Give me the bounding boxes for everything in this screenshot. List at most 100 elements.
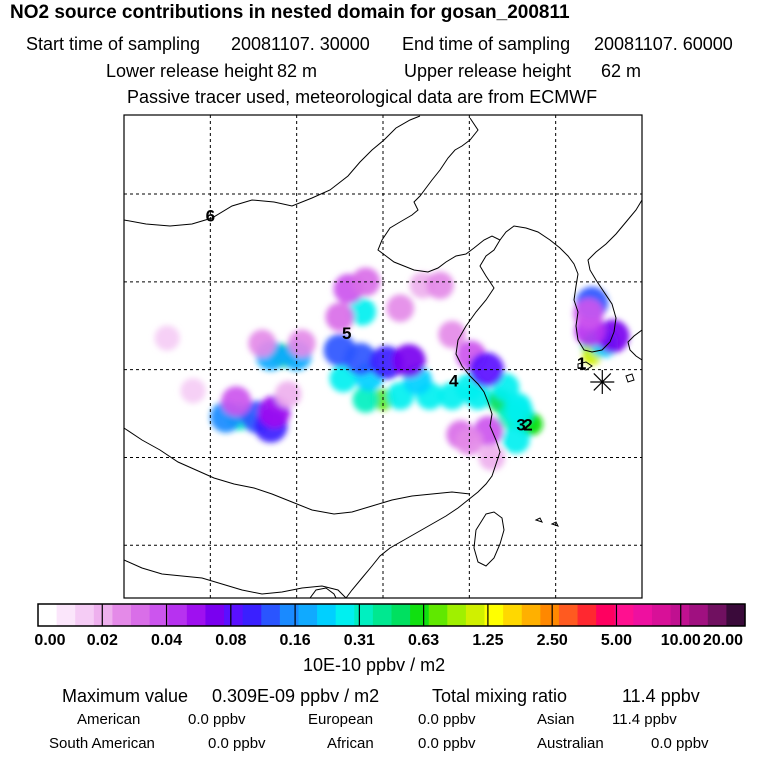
colorbar-swatch-4 — [112, 604, 132, 626]
lower-height-value: 82 m — [277, 61, 318, 81]
total-mixing-value: 11.4 ppbv — [622, 686, 700, 706]
coastline-taiwan — [473, 511, 505, 567]
colorbar-swatch-22 — [447, 604, 467, 626]
start-time-label: Start time of sampling — [26, 34, 201, 54]
boundary-north — [124, 115, 421, 227]
coastline-china-east — [345, 117, 501, 598]
colorbar-swatch-5 — [131, 604, 151, 626]
colorbar-swatch-24 — [484, 604, 504, 626]
source-marker-1: 1 — [577, 354, 586, 373]
boundary-south — [124, 559, 347, 598]
colorbar-tick-label-0: 0.00 — [34, 632, 66, 649]
colorbar-swatch-15 — [317, 604, 337, 626]
colorbar-frame — [37, 603, 746, 627]
region-australian-value: 0.0 ppbv — [651, 735, 709, 752]
source-marker-2: 2 — [523, 415, 532, 434]
source-marker-4: 4 — [449, 371, 459, 390]
map-frame — [123, 114, 643, 599]
plume-cell-47 — [274, 381, 302, 408]
colorbar-swatch-12 — [261, 604, 281, 626]
plume-cell-14 — [505, 398, 534, 426]
coastline-japan-west — [627, 329, 642, 361]
plume-cell-15 — [502, 426, 530, 454]
colorbar-swatch-3 — [93, 604, 114, 626]
total-mixing-label: Total mixing ratio — [432, 686, 568, 706]
end-time-value: 20081107. 60000 — [594, 34, 733, 54]
upper-height-label: Upper release height — [404, 61, 572, 81]
graticule — [124, 115, 642, 598]
region-african-name: African — [327, 735, 374, 752]
region-american-value: 0.0 ppbv — [188, 711, 246, 728]
colorbar-tick-label-6: 0.63 — [408, 632, 440, 649]
plume-cell-19 — [344, 342, 377, 376]
start-time-value: 20081107. 30000 — [231, 34, 370, 54]
colorbar-swatch-16 — [335, 604, 355, 626]
colorbar-swatch-0 — [38, 604, 58, 626]
colorbar-swatch-20 — [410, 604, 430, 626]
region-australian-name: Australian — [537, 735, 604, 752]
colorbar-tick-label-2: 0.04 — [150, 632, 183, 649]
plume-cell-44 — [221, 386, 252, 417]
coastline-hainan — [309, 587, 337, 598]
plume-cell-39 — [248, 329, 276, 358]
plume-layer — [154, 267, 630, 471]
region-african-value: 0.0 ppbv — [418, 735, 476, 752]
colorbar — [37, 603, 746, 627]
colorbar-swatch-13 — [279, 604, 300, 626]
plume-cell-40 — [288, 329, 316, 358]
region-asian-name: Asian — [537, 711, 575, 728]
colorbar-tick-label-10: 10.00 — [660, 632, 701, 649]
region-european-value: 0.0 ppbv — [418, 711, 476, 728]
chart-title: NO2 source contributions in nested domai… — [10, 2, 570, 23]
colorbar-swatch-1 — [56, 604, 76, 626]
coastline-korea-east — [587, 199, 642, 333]
colorbar-swatch-9 — [205, 604, 225, 626]
lower-height-label: Lower release height — [106, 61, 274, 81]
plume-cell-48 — [180, 378, 206, 404]
plume-cell-21 — [392, 344, 426, 378]
boundary-west — [124, 427, 471, 515]
colorbar-tick-label-11: 20.00 — [702, 632, 744, 649]
colorbar-swatch-35 — [689, 604, 709, 626]
colorbar-tick-label-9: 5.00 — [600, 632, 633, 649]
plume-cell-49 — [154, 325, 180, 351]
colorbar-tick-label-7: 1.25 — [472, 632, 504, 649]
source-marker-3: 3 — [516, 415, 525, 434]
region-american-name: American — [77, 711, 141, 728]
colorbar-swatch-26 — [521, 604, 541, 626]
colorbar-swatch-27 — [540, 604, 560, 626]
colorbar-swatch-28 — [558, 604, 579, 626]
plume-cell-1 — [352, 386, 379, 413]
max-value: 0.309E-09 ppbv / m2 — [212, 686, 380, 706]
upper-height-value: 62 m — [601, 61, 642, 81]
chart-subtitle: Passive tracer used, meteorological data… — [127, 87, 598, 107]
region-south-american-value: 0.0 ppbv — [208, 735, 266, 752]
coastline-layer — [124, 115, 642, 598]
plume-cell-56 — [573, 298, 604, 329]
colorbar-swatch-11 — [242, 604, 262, 626]
colorbar-tick-label-1: 0.02 — [86, 632, 118, 649]
colorbar-tick-label-5: 0.31 — [343, 632, 375, 649]
colorbar-swatch-36 — [707, 604, 727, 626]
colorbar-swatch-30 — [596, 604, 616, 626]
colorbar-swatch-29 — [577, 604, 597, 626]
source-marker-5: 5 — [342, 324, 351, 343]
plume-cell-26 — [386, 294, 415, 323]
coastline-korea-west — [499, 225, 615, 353]
source-marker-6: 6 — [206, 206, 215, 225]
end-time-label: End time of sampling — [402, 34, 571, 54]
colorbar-swatch-7 — [168, 604, 188, 626]
colorbar-swatch-31 — [614, 604, 634, 626]
plume-cell-28 — [426, 271, 454, 300]
region-south-american-name: South American — [49, 735, 155, 752]
receptor-star-ray — [593, 373, 612, 391]
plume-cell-29 — [438, 320, 466, 349]
colorbar-swatch-8 — [186, 604, 207, 626]
colorbar-swatch-33 — [651, 604, 672, 626]
colorbar-swatch-2 — [75, 604, 95, 626]
plume-cell-22 — [348, 297, 377, 326]
colorbar-swatch-21 — [428, 604, 448, 626]
colorbar-swatch-10 — [224, 604, 244, 626]
colorbar-unit: 10E-10 ppbv / m2 — [303, 655, 446, 675]
